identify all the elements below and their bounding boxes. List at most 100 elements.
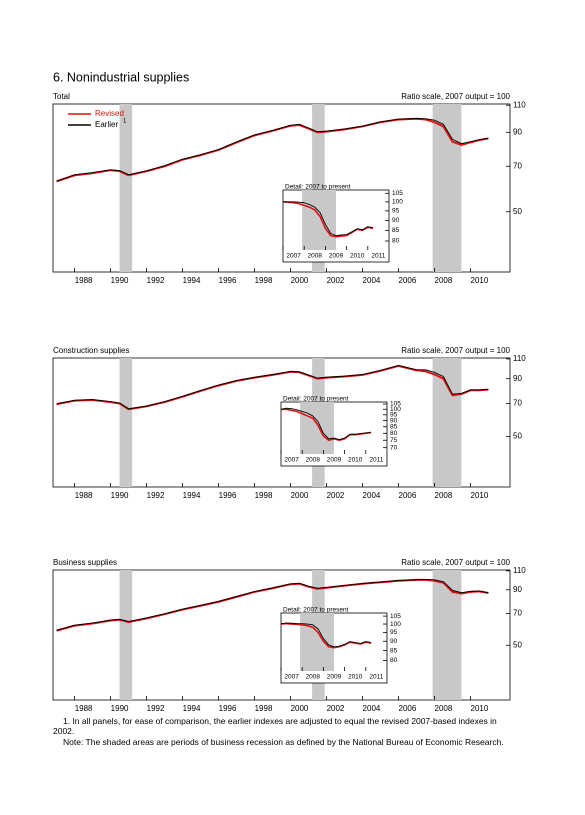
panel-title: Total [53, 92, 70, 101]
x-tick-label: 2006 [399, 491, 417, 500]
series-line [56, 579, 489, 631]
x-tick-label: 2007 [284, 674, 299, 681]
y-tick-label: 70 [513, 161, 522, 170]
x-tick-label: 1996 [219, 704, 237, 713]
x-tick-label: 1994 [183, 491, 201, 500]
y-tick-label: 100 [392, 199, 403, 206]
x-tick-label: 2011 [369, 674, 383, 681]
series-line [56, 365, 489, 410]
x-tick-label: 2004 [363, 491, 381, 500]
x-tick-label: 1994 [183, 276, 201, 285]
y-tick-label: 90 [390, 417, 398, 424]
y-tick-label: 50 [513, 640, 522, 649]
x-tick-label: 2004 [363, 276, 381, 285]
y-tick-label: 110 [513, 566, 526, 575]
axis-note: Ratio scale, 2007 output = 100 [401, 92, 510, 101]
x-tick-label: 1998 [255, 276, 273, 285]
y-tick-label: 95 [390, 412, 398, 419]
x-tick-label: 1998 [255, 704, 273, 713]
y-tick-label: 90 [513, 374, 522, 383]
series-line [280, 407, 372, 440]
x-tick-label: 1988 [75, 704, 93, 713]
recession-band [119, 570, 133, 700]
x-tick-label: 2009 [327, 674, 342, 681]
series-line [56, 118, 489, 182]
axis-note: Ratio scale, 2007 output = 100 [401, 558, 510, 567]
panel-title: Construction supplies [53, 346, 129, 355]
y-tick-label: 110 [513, 100, 526, 109]
panel-title: Business supplies [53, 558, 117, 567]
y-tick-label: 70 [390, 444, 398, 451]
recession-band [432, 104, 462, 272]
x-tick-label: 2007 [284, 457, 299, 464]
recession-band [300, 402, 334, 454]
axis-note: Ratio scale, 2007 output = 100 [401, 346, 510, 355]
y-tick-label: 110 [513, 354, 526, 363]
x-tick-label: 2008 [306, 674, 321, 681]
x-tick-label: 1990 [111, 491, 129, 500]
inset-title: Detail: 2007 to present [285, 184, 351, 191]
y-tick-label: 95 [390, 629, 398, 636]
x-tick-label: 2009 [329, 253, 344, 260]
x-tick-label: 1996 [219, 491, 237, 500]
x-tick-label: 2000 [291, 276, 309, 285]
footnote: Note: The shaded areas are periods of bu… [63, 737, 504, 747]
y-tick-label: 90 [513, 127, 522, 136]
y-tick-label: 100 [390, 621, 401, 628]
series-line [283, 201, 374, 237]
x-tick-label: 1994 [183, 704, 201, 713]
x-tick-label: 2009 [327, 457, 342, 464]
y-tick-label: 80 [390, 430, 398, 437]
inset-title: Detail: 2007 to present [283, 607, 349, 614]
x-tick-label: 2010 [471, 276, 489, 285]
series-line [56, 117, 489, 183]
x-tick-label: 2007 [286, 253, 301, 260]
y-tick-label: 85 [392, 227, 400, 234]
recession-band [119, 104, 133, 272]
x-tick-label: 2000 [291, 704, 309, 713]
y-tick-label: 95 [392, 208, 400, 215]
y-tick-label: 80 [392, 238, 400, 245]
x-tick-label: 1992 [147, 491, 165, 500]
x-tick-label: 1988 [75, 276, 93, 285]
x-tick-label: 1988 [75, 491, 93, 500]
x-tick-label: 2010 [348, 457, 363, 464]
page-title: 6. Nonindustrial supplies [53, 70, 189, 84]
y-tick-label: 50 [513, 432, 522, 441]
series-line [280, 622, 372, 649]
x-tick-label: 2000 [291, 491, 309, 500]
x-tick-label: 2010 [471, 491, 489, 500]
inset-title: Detail: 2007 to present [283, 396, 349, 403]
x-tick-label: 2011 [369, 457, 383, 464]
y-tick-label: 80 [390, 657, 398, 664]
legend-label: Revised [95, 109, 124, 118]
x-tick-label: 1998 [255, 491, 273, 500]
x-tick-label: 2008 [435, 491, 453, 500]
x-tick-label: 2008 [435, 704, 453, 713]
x-tick-label: 2008 [435, 276, 453, 285]
y-tick-label: 105 [390, 613, 401, 620]
recession-band [432, 358, 462, 487]
y-tick-label: 105 [390, 401, 401, 408]
x-tick-label: 2006 [399, 704, 417, 713]
legend-note: 1 [123, 119, 127, 125]
x-tick-label: 1990 [111, 704, 129, 713]
y-tick-label: 90 [392, 217, 400, 224]
x-tick-label: 1992 [147, 276, 165, 285]
y-tick-label: 85 [390, 647, 398, 654]
series-line [280, 622, 372, 648]
x-tick-label: 2010 [471, 704, 489, 713]
x-tick-label: 2008 [306, 457, 321, 464]
x-tick-label: 2010 [348, 674, 363, 681]
y-tick-label: 100 [390, 406, 401, 413]
x-tick-label: 2002 [327, 276, 345, 285]
legend-label: Earlier [95, 120, 118, 129]
recession-band [432, 570, 462, 700]
x-tick-label: 2011 [371, 253, 385, 260]
recession-band [119, 358, 133, 487]
y-tick-label: 105 [392, 190, 403, 197]
y-tick-label: 75 [390, 437, 398, 444]
x-tick-label: 1996 [219, 276, 237, 285]
chart-page: 6. Nonindustrial supplies 110 90 70 50 1988 1… [52, 70, 526, 713]
